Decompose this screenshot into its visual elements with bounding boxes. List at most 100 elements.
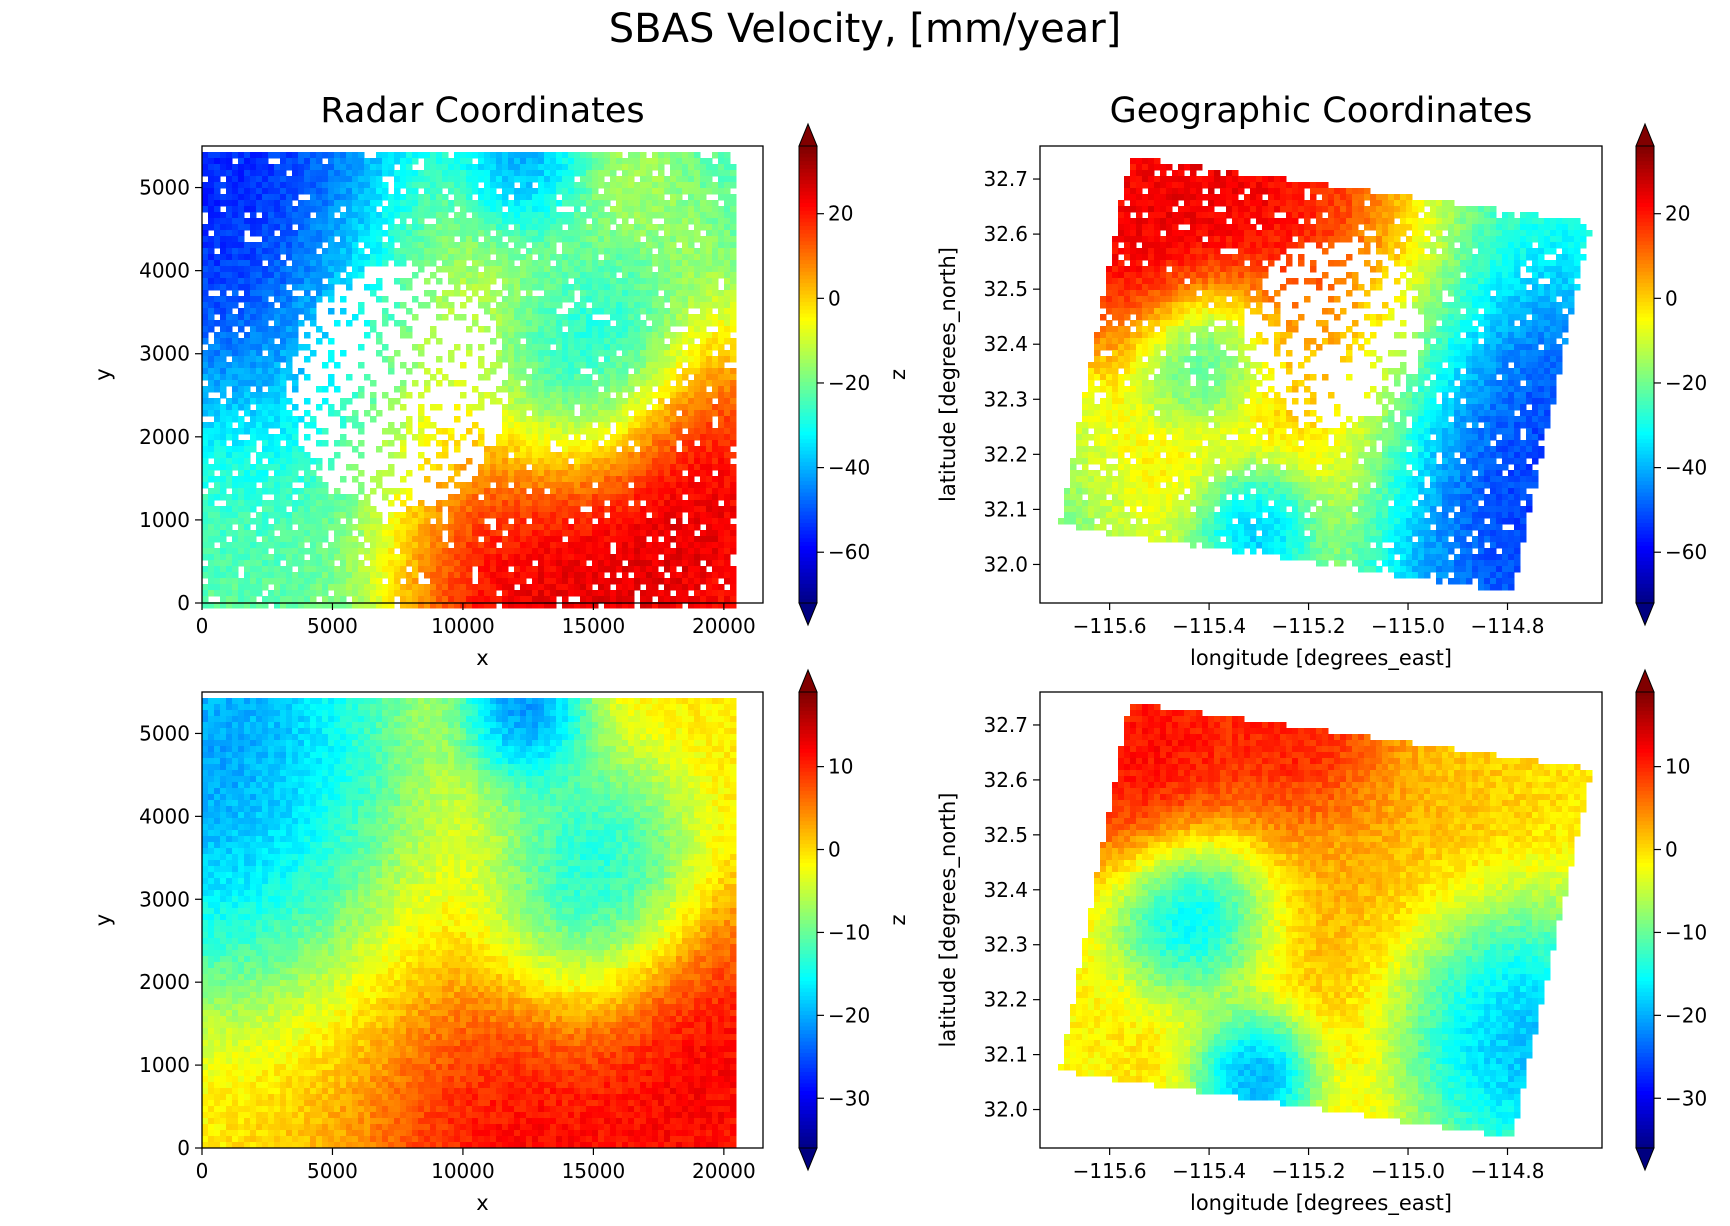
y-tick-label: 32.6 [983,222,1028,246]
colorbar: −60 −40 −20 0 20 z [799,124,910,625]
colorbar-tick-label: −30 [1665,1086,1707,1110]
x-axis-label: longitude [degrees_east] [1190,646,1452,671]
y-tick-label: 4000 [139,259,190,283]
figure-title: SBAS Velocity, [mm/year] [0,6,1730,52]
x-tick-label: 10000 [431,614,495,638]
colorbar-extend-min [799,1148,817,1170]
heatmap-field [1058,704,1593,1137]
y-tick-label: 32.1 [983,1043,1028,1067]
colorbar-extend-min [1636,1148,1654,1170]
y-tick-label: 32.0 [983,1098,1028,1122]
y-tick-label: 32.2 [983,988,1028,1012]
colorbar-extend-min [1636,603,1654,625]
x-tick-label: 20000 [692,614,756,638]
x-tick-label: −115.4 [1172,614,1246,638]
y-tick-label: 32.1 [983,497,1028,521]
y-tick-label: 32.7 [983,167,1028,191]
colorbar-label: z [886,369,910,380]
y-tick-label: 32.2 [983,442,1028,466]
y-tick-label: 32.5 [983,277,1028,301]
colorbar-tick-label: −10 [828,920,870,944]
colorbar-tick-label: −60 [828,540,870,564]
colorbar-tick-label: 10 [828,755,853,779]
x-tick-label: 0 [196,614,209,638]
colorbar-tick-label: 20 [1665,202,1690,226]
y-tick-label: 32.5 [983,823,1028,847]
colorbar-extend-max [1636,670,1654,692]
colorbar-extend-min [799,603,817,625]
y-axis-label: latitude [degrees_north] [936,247,961,502]
x-tick-label: −114.8 [1470,614,1544,638]
panel-title: Radar Coordinates [320,91,644,131]
x-tick-label: 5000 [307,1159,358,1183]
y-tick-label: 2000 [139,425,190,449]
x-tick-label: 15000 [562,614,626,638]
y-tick-label: 1000 [139,508,190,532]
x-tick-label: 10000 [431,1159,495,1183]
y-tick-label: 1000 [139,1053,190,1077]
y-tick-label: 32.4 [983,878,1028,902]
colorbar-label: z [886,914,910,925]
y-tick-label: 0 [177,591,190,615]
x-tick-label: −115.2 [1272,614,1346,638]
colorbar-tick-label: 0 [828,838,841,862]
y-tick-label: 5000 [139,721,190,745]
colorbar-extend-max [799,124,817,146]
heatmap-field [1058,158,1593,591]
x-tick-label: −115.6 [1073,614,1147,638]
x-axis-label: x [476,646,488,670]
x-tick-label: −115.2 [1272,1159,1346,1183]
colorbar: −30 −20 −10 0 10 z [799,670,910,1170]
panel-top-right: −115.6 −115.4 −115.2 −115.0 −114.8 32.0 32.1 32… [936,91,1707,671]
colorbar-tick-label: 20 [828,202,853,226]
panel-top-left: 0 5000 10000 15000 20000 0 1000 2000 3000 4000 500… [91,91,910,670]
x-tick-label: −114.8 [1470,1159,1544,1183]
y-tick-label: 32.6 [983,768,1028,792]
x-tick-label: −115.0 [1371,1159,1445,1183]
y-tick-label: 2000 [139,970,190,994]
colorbar-tick-label: −20 [1665,371,1707,395]
colorbar-tick-label: −10 [1665,920,1707,944]
heatmap-field [202,152,737,609]
y-tick-label: 5000 [139,176,190,200]
panel-bottom-right: −115.6 −115.4 −115.2 −115.0 −114.8 32.0 32.1 32… [936,670,1707,1216]
x-tick-label: 5000 [307,614,358,638]
x-tick-label: −115.6 [1073,1159,1147,1183]
colorbar-tick-label: −40 [828,456,870,480]
x-tick-label: −115.4 [1172,1159,1246,1183]
colorbar-tick-label: −20 [828,1003,870,1027]
panel-title: Geographic Coordinates [1110,91,1533,131]
y-tick-label: 32.3 [983,387,1028,411]
colorbar-extend-max [799,670,817,692]
y-tick-label: 32.0 [983,552,1028,576]
heatmap-field [202,698,737,1149]
x-axis-label: longitude [degrees_east] [1190,1191,1452,1216]
y-axis-label: y [91,914,115,926]
y-axis-label: latitude [degrees_north] [936,793,961,1048]
colorbar-tick-label: −20 [1665,1003,1707,1027]
x-axis-label: x [476,1191,488,1215]
x-tick-label: 15000 [562,1159,626,1183]
colorbar-tick-label: −30 [828,1086,870,1110]
y-tick-label: 32.3 [983,933,1028,957]
y-axis-label: y [91,368,115,380]
colorbar-tick-label: −20 [828,371,870,395]
colorbar-tick-label: 0 [828,286,841,310]
x-tick-label: −115.0 [1371,614,1445,638]
colorbar-tick-label: −40 [1665,456,1707,480]
colorbar-extend-max [1636,124,1654,146]
y-tick-label: 3000 [139,342,190,366]
y-tick-label: 32.7 [983,713,1028,737]
y-tick-label: 32.4 [983,332,1028,356]
y-tick-label: 0 [177,1136,190,1160]
x-tick-label: 20000 [692,1159,756,1183]
colorbar-tick-label: 10 [1665,755,1690,779]
colorbar-tick-label: −60 [1665,540,1707,564]
y-tick-label: 3000 [139,887,190,911]
x-tick-label: 0 [196,1159,209,1183]
